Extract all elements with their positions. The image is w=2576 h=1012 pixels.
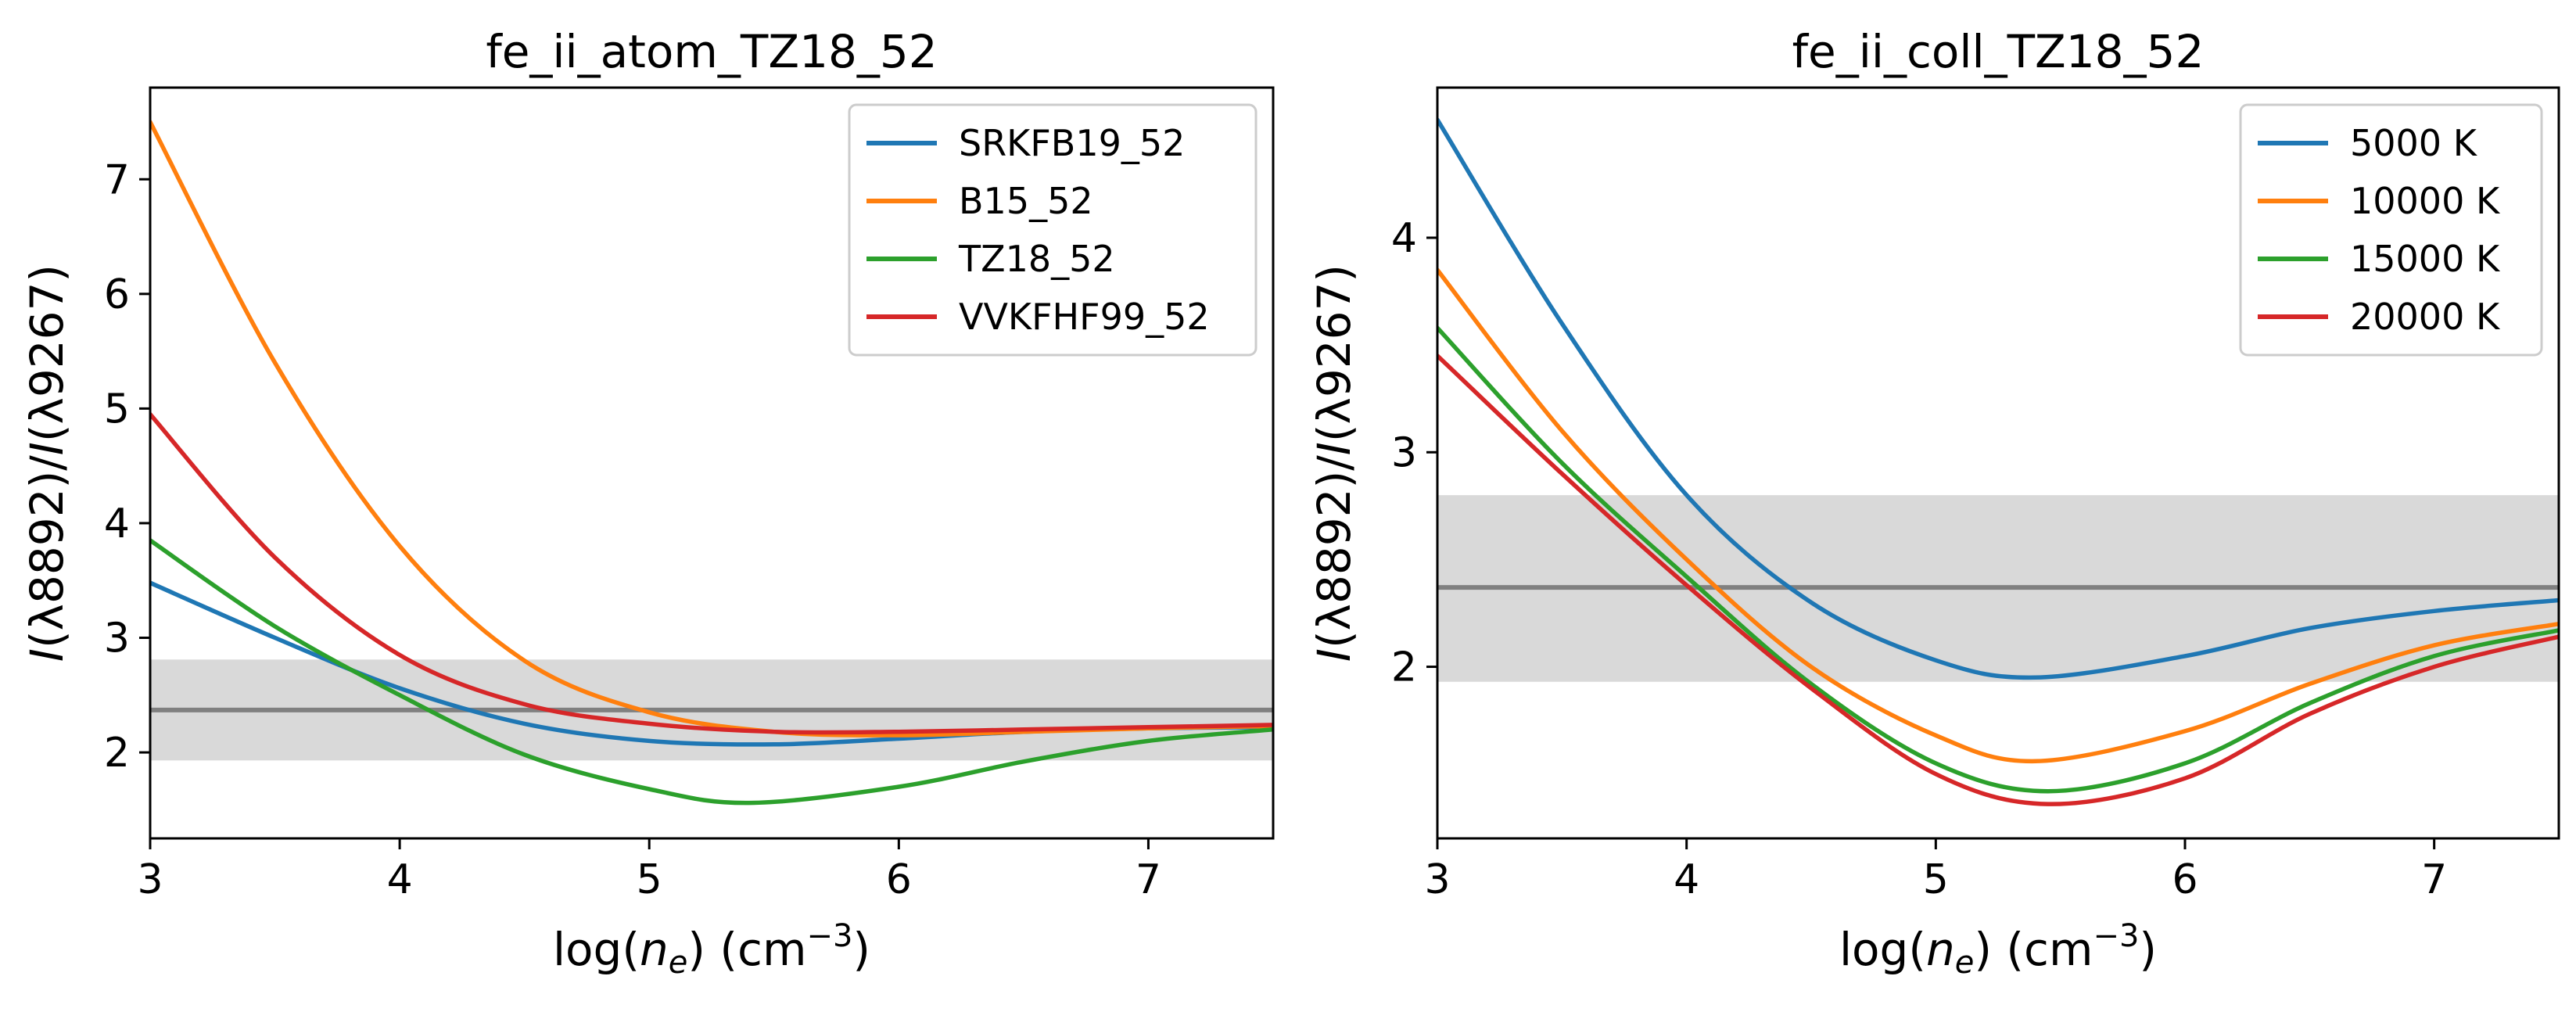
legend-label-2: 10000 K	[2350, 180, 2501, 222]
series-line-4	[150, 411, 1273, 735]
series-line-3	[1437, 325, 2559, 794]
chart-title: fe_ii_atom_TZ18_52	[486, 25, 937, 78]
series-line-2	[1437, 267, 2559, 764]
x-tick-label: 3	[137, 856, 163, 903]
panel-1: 3 4 5 6 7 2 3 4 5 6 7 fe_ii_atom_TZ18_52 log(ne) (cm…	[20, 25, 1275, 981]
y-axis-label: I(λ8892)/I(λ9267)	[1308, 264, 1361, 662]
y-tick-label: 6	[104, 271, 130, 318]
x-tick-label: 6	[2172, 856, 2197, 903]
panel-2: 3 4 5 6 7 2 3 4 fe_ii_coll_TZ18_52 log(ne) (cm−3)…	[1308, 25, 2560, 981]
legend: 5000 K 10000 K 15000 K 20000 K	[2239, 103, 2543, 357]
series-line-3	[150, 538, 1273, 806]
y-tick-label: 2	[1391, 644, 1417, 691]
y-tick-label: 2	[104, 730, 130, 777]
y-tick-label: 4	[1391, 215, 1417, 262]
x-tick-label: 6	[886, 856, 912, 903]
axes-frame	[1436, 86, 2560, 840]
y-tick-label: 5	[104, 386, 130, 432]
y-tick-label: 3	[1391, 429, 1417, 476]
x-tick-label: 5	[637, 856, 662, 903]
legend-box	[2239, 103, 2543, 357]
y-tick-label: 4	[104, 501, 130, 547]
series-line-1	[1437, 117, 2559, 680]
y-axis-label: I(λ8892)/I(λ9267)	[20, 264, 74, 662]
x-axis-label: log(ne) (cm−3)	[1839, 918, 2157, 981]
legend-label-1: SRKFB19_52	[959, 122, 1185, 164]
x-axis-label: log(ne) (cm−3)	[553, 918, 870, 981]
legend-label-3: TZ18_52	[958, 238, 1115, 280]
chart-title: fe_ii_coll_TZ18_52	[1792, 25, 2205, 78]
series-group	[1437, 117, 2559, 806]
legend-label-2: B15_52	[959, 180, 1093, 222]
legend-label-1: 5000 K	[2350, 122, 2478, 164]
series-line-4	[1437, 353, 2559, 806]
legend-label-3: 15000 K	[2350, 238, 2501, 280]
series-group	[150, 120, 1273, 806]
legend-label-4: 20000 K	[2350, 296, 2501, 338]
y-tick-label: 3	[104, 615, 130, 662]
legend-box	[848, 103, 1258, 357]
legend-label-4: VVKFHF99_52	[959, 296, 1210, 338]
x-tick-label: 4	[387, 856, 413, 903]
x-tick-label: 7	[1136, 856, 1161, 903]
legend: SRKFB19_52 B15_52 TZ18_52 VVKFHF99_52	[848, 103, 1258, 357]
y-tick-label: 7	[104, 156, 130, 203]
axes-frame	[149, 86, 1275, 840]
x-tick-label: 3	[1424, 856, 1450, 903]
x-tick-label: 5	[1923, 856, 1949, 903]
x-tick-label: 4	[1674, 856, 1699, 903]
x-tick-label: 7	[2421, 856, 2447, 903]
